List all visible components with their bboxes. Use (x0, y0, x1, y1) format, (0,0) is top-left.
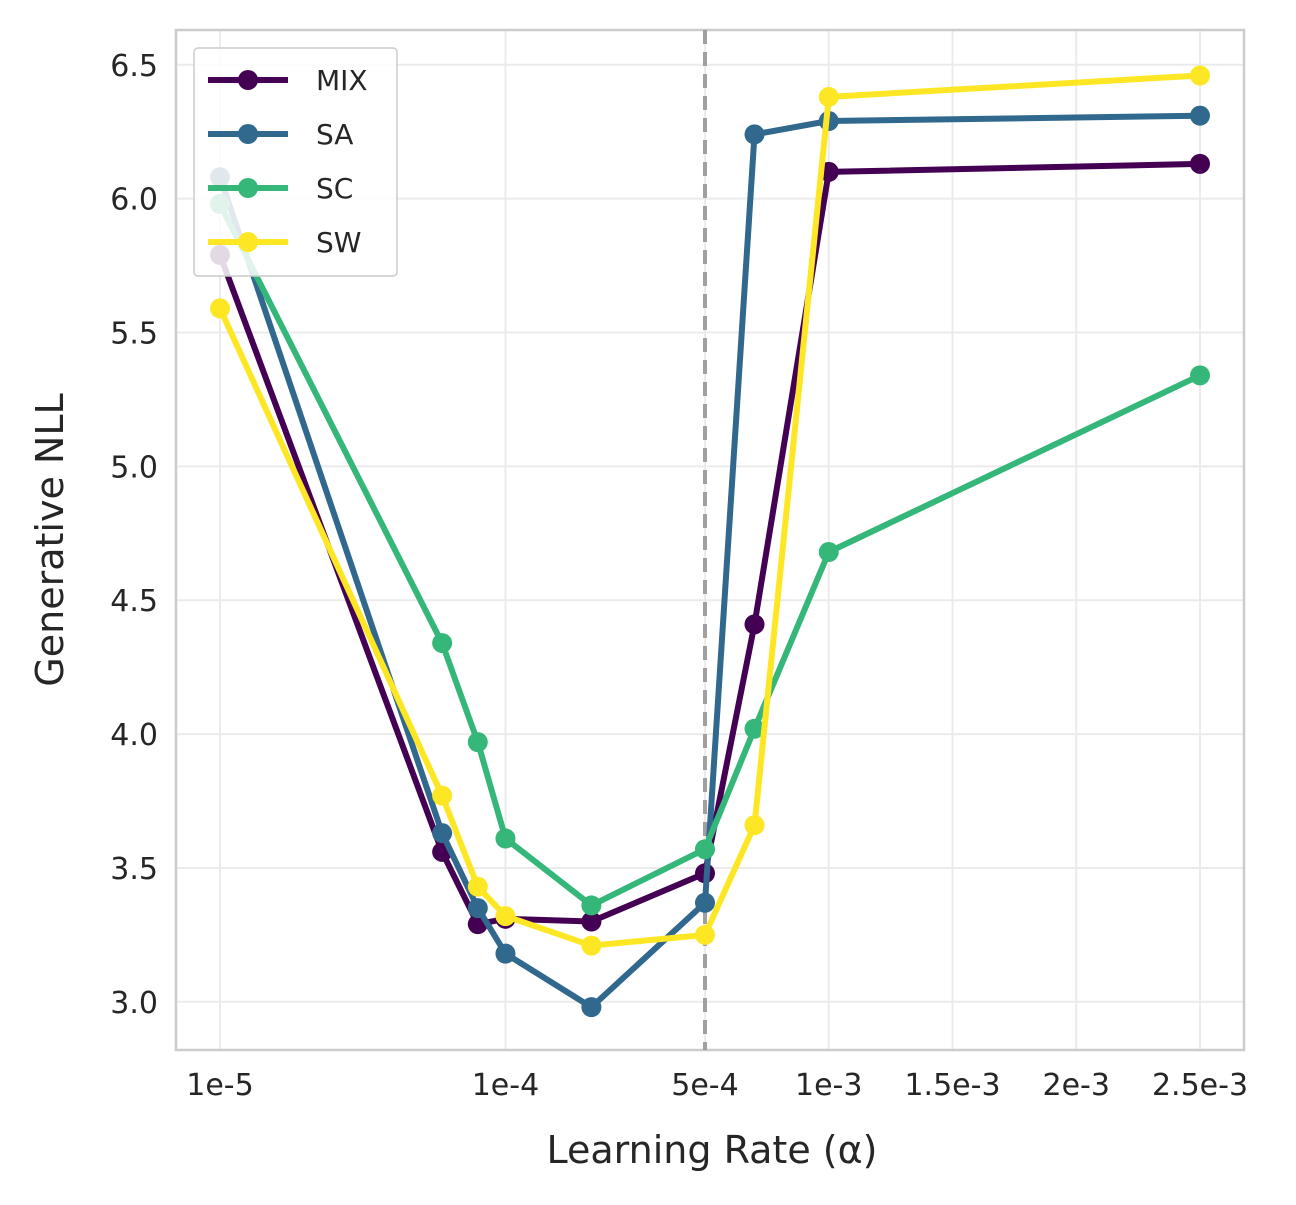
legend-marker (238, 232, 258, 252)
legend-label: SA (316, 118, 353, 151)
series-sc (210, 194, 1210, 916)
data-point (467, 732, 488, 753)
x-tick-label: 2e-3 (1043, 1068, 1110, 1103)
data-point (1190, 365, 1210, 386)
legend-marker (238, 124, 258, 144)
data-point (695, 839, 715, 860)
y-tick-label: 5.5 (110, 317, 158, 352)
legend-label: SW (316, 226, 361, 259)
data-point (467, 898, 488, 919)
data-point (744, 614, 765, 635)
legend-frame (193, 47, 398, 277)
data-point (210, 298, 230, 319)
x-axis-label: Learning Rate (α) (547, 1128, 878, 1172)
data-point (695, 924, 715, 945)
legend-item-sw: SW (208, 226, 361, 259)
x-tick-label: 1e-4 (472, 1068, 539, 1103)
x-tick-label: 5e-4 (671, 1068, 738, 1103)
y-tick-label: 6.0 (110, 183, 158, 218)
x-tick-labels: 1e-5 1e-4 5e-4 1e-3 1.5e-3 2e-3 2.5e-3 (186, 1068, 1248, 1103)
legend: MIX SA SC SW (193, 47, 398, 277)
data-point (744, 718, 765, 739)
data-point (495, 906, 516, 927)
data-point (581, 935, 602, 956)
x-tick-label: 1e-3 (795, 1068, 862, 1103)
series-layer (210, 65, 1210, 1018)
data-point (495, 943, 516, 964)
data-point (432, 823, 453, 844)
data-point (744, 124, 765, 145)
x-tick-label: 2.5e-3 (1152, 1068, 1248, 1103)
legend-item-sc: SC (208, 172, 353, 205)
legend-item-mix: MIX (208, 64, 368, 97)
data-point (1190, 153, 1210, 174)
data-point (818, 542, 839, 563)
y-tick-label: 5.0 (110, 450, 158, 485)
data-point (581, 997, 602, 1018)
data-point (581, 895, 602, 916)
legend-item-sa: SA (208, 118, 353, 151)
y-tick-label: 4.5 (110, 584, 158, 619)
legend-label: SC (316, 172, 353, 205)
plot-area-frame (174, 28, 1246, 1052)
y-tick-label: 6.5 (110, 49, 158, 84)
legend-label: MIX (316, 64, 368, 97)
data-point (495, 828, 516, 849)
legend-marker (238, 70, 258, 90)
y-tick-label: 3.0 (110, 986, 158, 1021)
data-point (432, 633, 453, 654)
y-tick-labels: 3.0 3.5 4.0 4.5 5.0 5.5 6.0 6.5 (110, 49, 158, 1021)
data-point (1190, 65, 1210, 86)
data-point (744, 815, 765, 836)
y-tick-label: 4.0 (110, 718, 158, 753)
x-tick-label: 1e-5 (186, 1068, 253, 1103)
series-sw (210, 65, 1210, 956)
x-tick-label: 1.5e-3 (904, 1068, 1000, 1103)
data-point (1190, 105, 1210, 126)
y-tick-label: 3.5 (110, 852, 158, 887)
legend-marker (238, 178, 258, 198)
data-point (432, 785, 453, 806)
data-point (818, 86, 839, 107)
data-point (581, 911, 602, 932)
data-point (695, 892, 715, 913)
y-axis-label: Generative NLL (28, 393, 72, 686)
data-point (467, 876, 488, 897)
